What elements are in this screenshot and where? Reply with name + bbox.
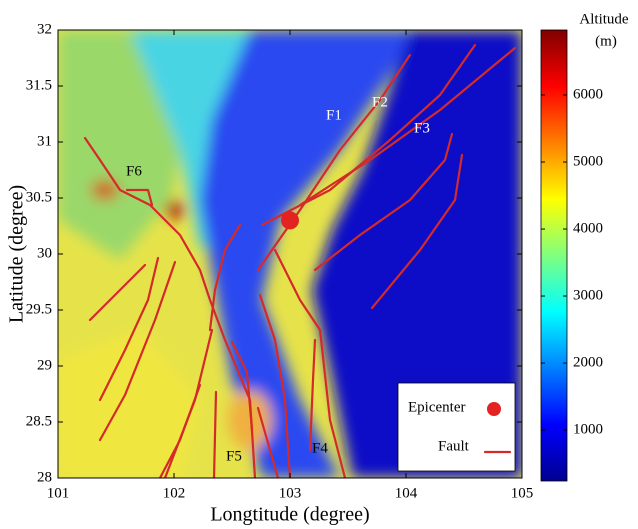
fault-line	[256, 53, 412, 272]
fault-line	[256, 406, 280, 478]
fault-label: F5	[226, 448, 242, 464]
colorbar-tick-label: 6000	[573, 86, 603, 102]
colorbar	[540, 29, 568, 482]
legend-label: Fault	[438, 438, 470, 454]
fault-line	[298, 46, 517, 207]
colorbar-title: Altitude	[579, 11, 629, 27]
faults	[83, 43, 517, 478]
y-tick-label: 29.5	[26, 301, 52, 317]
y-tick-label: 32	[37, 21, 52, 37]
fault-label: F1	[326, 107, 342, 123]
y-axis-label: Latitude (degree)	[6, 185, 28, 323]
colorbar-tick-label: 2000	[573, 354, 603, 370]
colorbar-tick-label: 5000	[573, 153, 603, 169]
legend-marker	[487, 402, 501, 416]
x-tick-label: 103	[279, 485, 302, 501]
x-tick-label: 104	[395, 485, 418, 501]
y-tick-label: 28	[37, 469, 52, 485]
fault-line	[88, 263, 147, 322]
y-tick-label: 28.5	[26, 413, 52, 429]
legend: Epicenter Fault	[397, 382, 516, 472]
fault-line	[308, 338, 317, 452]
y-tick-label: 30.5	[26, 189, 52, 205]
fault-line	[258, 293, 292, 478]
fault-line	[158, 383, 202, 478]
colorbar-tick-label: 1000	[573, 422, 603, 438]
fault-line	[125, 188, 154, 207]
y-tick-label: 31	[37, 133, 52, 149]
y-tick-label: 30	[37, 245, 52, 261]
fault-line	[212, 390, 218, 478]
fault-label: F6	[126, 163, 142, 179]
epicenter	[281, 211, 299, 230]
x-tick-label: 101	[47, 485, 70, 501]
fault-label: F3	[414, 120, 430, 136]
fault-line	[370, 153, 464, 310]
y-tick-label: 31.5	[26, 77, 52, 93]
x-tick-label: 102	[163, 485, 186, 501]
fault-label: F4	[312, 440, 328, 456]
colorbar-unit: (m)	[595, 33, 617, 49]
fault-label: F2	[372, 94, 388, 110]
fault-line	[313, 132, 454, 272]
fault-line	[98, 260, 177, 442]
fault-line	[208, 223, 242, 332]
x-tick-label: 105	[511, 485, 534, 501]
legend-label: Epicenter	[408, 399, 465, 415]
colorbar-tick-label: 4000	[573, 220, 603, 236]
fault-line	[273, 248, 347, 478]
y-tick-label: 29	[37, 357, 52, 373]
legend-box	[397, 382, 516, 472]
x-axis-label: Longtitude (degree)	[210, 504, 369, 526]
fault-line	[98, 256, 160, 402]
terrain	[58, 30, 522, 478]
fault-line	[83, 136, 257, 478]
fault-line	[230, 340, 254, 432]
colorbar-tick-label: 3000	[573, 287, 603, 303]
fault-line	[260, 43, 477, 227]
